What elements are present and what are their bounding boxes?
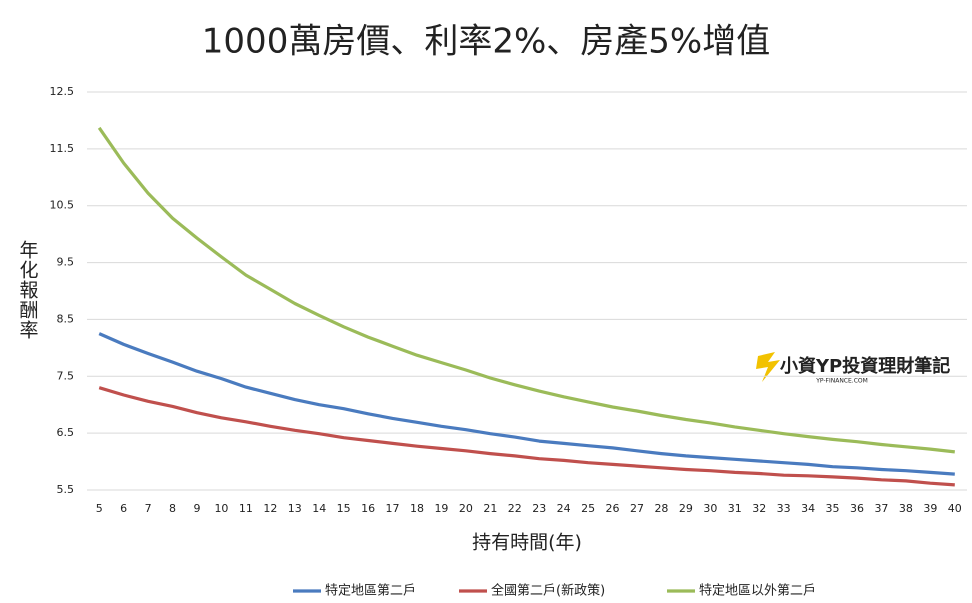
x-tick-label: 40 xyxy=(948,502,962,515)
x-tick-label: 29 xyxy=(679,502,693,515)
x-tick-label: 31 xyxy=(728,502,742,515)
x-tick-label: 5 xyxy=(96,502,103,515)
x-tick-label: 10 xyxy=(214,502,228,515)
watermark-text: 小資YP投資理財筆記 xyxy=(780,355,950,377)
x-tick-label: 14 xyxy=(312,502,326,515)
x-tick-label: 30 xyxy=(703,502,717,515)
x-tick-label: 39 xyxy=(923,502,937,515)
x-tick-label: 8 xyxy=(169,502,176,515)
x-tick-label: 21 xyxy=(483,502,497,515)
legend-label: 特定地區第二戶 xyxy=(325,584,416,599)
legend-label: 特定地區以外第二戶 xyxy=(699,584,816,599)
y-tick-label: 11.5 xyxy=(50,142,75,155)
y-tick-label: 6.5 xyxy=(57,426,75,439)
x-tick-label: 34 xyxy=(801,502,815,515)
x-tick-label: 32 xyxy=(752,502,766,515)
x-tick-label: 19 xyxy=(434,502,448,515)
x-axis-label: 持有時間(年) xyxy=(472,532,582,554)
x-tick-label: 9 xyxy=(194,502,201,515)
x-tick-label: 12 xyxy=(263,502,277,515)
x-tick-label: 15 xyxy=(337,502,351,515)
watermark-sub: YP-FINANCE.COM xyxy=(815,378,868,385)
x-tick-label: 22 xyxy=(508,502,522,515)
chart-title: 1000萬房價、利率2%、房產5%增值 xyxy=(202,22,770,62)
y-tick-label: 5.5 xyxy=(57,483,75,496)
x-tick-label: 11 xyxy=(239,502,253,515)
x-tick-label: 6 xyxy=(120,502,127,515)
x-tick-label: 33 xyxy=(777,502,791,515)
x-tick-label: 13 xyxy=(288,502,302,515)
x-tick-label: 23 xyxy=(532,502,546,515)
y-axis-label: 年化報酬率 xyxy=(17,240,39,340)
x-tick-label: 7 xyxy=(145,502,152,515)
watermark-icon xyxy=(756,352,780,382)
series-line xyxy=(97,126,955,454)
x-tick-label: 28 xyxy=(654,502,668,515)
series-line xyxy=(98,386,955,487)
y-tick-label: 10.5 xyxy=(50,199,75,212)
x-tick-label: 24 xyxy=(557,502,571,515)
x-tick-label: 25 xyxy=(581,502,595,515)
y-tick-label: 7.5 xyxy=(57,369,75,382)
x-tick-label: 18 xyxy=(410,502,424,515)
legend-label: 全國第二戶(新政策) xyxy=(491,583,605,599)
x-tick-label: 26 xyxy=(606,502,620,515)
y-tick-label: 12.5 xyxy=(50,85,75,98)
y-tick-label: 8.5 xyxy=(57,312,75,325)
x-tick-label: 27 xyxy=(630,502,644,515)
x-tick-label: 37 xyxy=(874,502,888,515)
x-tick-label: 38 xyxy=(899,502,913,515)
x-tick-label: 17 xyxy=(386,502,400,515)
x-tick-label: 35 xyxy=(826,502,840,515)
x-tick-label: 20 xyxy=(459,502,473,515)
y-tick-label: 9.5 xyxy=(57,256,75,269)
x-tick-label: 16 xyxy=(361,502,375,515)
x-tick-label: 36 xyxy=(850,502,864,515)
series-line xyxy=(98,332,955,476)
watermark: 小資YP投資理財筆記 YP-FINANCE.COM xyxy=(756,352,950,385)
